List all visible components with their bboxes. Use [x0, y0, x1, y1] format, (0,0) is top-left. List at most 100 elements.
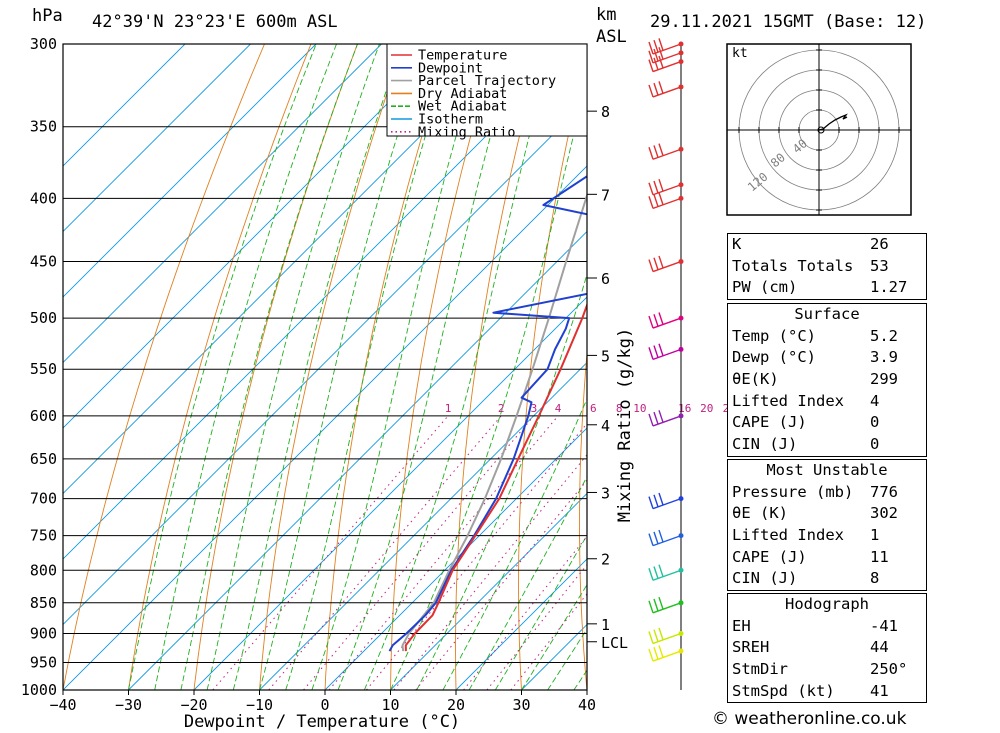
wind-barb-feather — [648, 347, 654, 360]
pressure-tick-label: 800 — [30, 561, 57, 579]
index-label: Temp (°C) — [732, 326, 816, 345]
wind-barb-feather — [658, 645, 664, 658]
hodo-row: StmSpd (kt) 41 — [728, 681, 926, 703]
km-tick-label: LCL — [601, 634, 628, 652]
wind-barb-feather — [648, 50, 654, 64]
index-label: CAPE (J) — [732, 547, 807, 566]
legend-item: Wet Adiabat — [391, 99, 507, 115]
surface-row: CIN (J) 0 — [728, 434, 926, 456]
pressure-tick-label: 900 — [30, 624, 57, 642]
wind-barb-feather — [658, 178, 664, 192]
x-tick-label: −20 — [180, 696, 207, 714]
index-label: Pressure (mb) — [732, 482, 854, 501]
dry-adiabat-line — [324, 44, 451, 690]
wind-barb-staff — [652, 534, 682, 547]
legend-label: Dry Adiabat — [418, 86, 507, 102]
isotherm-line — [63, 44, 448, 429]
index-value: 0 — [870, 413, 880, 432]
index-value: 0 — [870, 435, 880, 454]
km-tick-label: 8 — [601, 103, 610, 121]
wind-barb — [648, 81, 684, 98]
mixing-ratio-label: 6 — [590, 402, 597, 415]
index-value: 776 — [870, 482, 898, 501]
datetime-title: 29.11.2021 15GMT (Base: 12) — [650, 12, 926, 32]
wet-adiabat-line — [363, 44, 555, 690]
mixing-ratio-label: 10 — [633, 402, 646, 415]
wind-barb-feather — [658, 596, 664, 610]
wind-barb-feather — [653, 314, 659, 327]
isotherm-line — [259, 361, 587, 690]
index-label: K — [732, 235, 742, 253]
wind-barb-feather — [648, 315, 654, 329]
isotherm-line — [390, 492, 587, 690]
wind-barb-feather — [648, 648, 654, 662]
wind-barb-staff — [652, 415, 682, 427]
dry-adiabat-line — [455, 44, 544, 690]
wind-barb-staff — [652, 569, 682, 581]
pressure-tick-label: 300 — [30, 35, 57, 53]
mu-row: θE (K) 302 — [728, 503, 926, 525]
wet-adiabat-line — [311, 44, 484, 690]
legend-item: Parcel Trajectory — [391, 73, 556, 89]
index-label: θE(K) — [732, 370, 779, 389]
wind-barb-feather — [653, 180, 659, 194]
temperature-line — [404, 302, 587, 652]
copyright-text: © weatheronline.co.uk — [712, 709, 907, 729]
wind-barb-feather — [648, 413, 654, 427]
pressure-tick-label: 350 — [30, 118, 57, 136]
wind-barb-feather — [653, 194, 659, 207]
isotherm-line — [63, 99, 587, 626]
wind-barb-feather — [658, 564, 664, 577]
index-label: Lifted Index — [732, 391, 844, 410]
km-tick-label: 4 — [601, 417, 610, 435]
wind-barb-feather — [648, 41, 654, 55]
isotherm-line — [455, 558, 587, 690]
wind-barb-feather — [658, 255, 664, 269]
pressure-tick-label: 650 — [30, 450, 57, 468]
wind-barb-feather — [658, 55, 664, 69]
wind-barb — [648, 255, 684, 273]
wind-barb-feather — [658, 343, 664, 356]
wind-barb — [648, 596, 684, 614]
mixing-ratio-label: 20 — [700, 402, 713, 415]
wind-barb-staff — [652, 317, 682, 329]
km-tick-label: 7 — [601, 186, 610, 204]
mixing-ratio-label: 16 — [678, 402, 691, 415]
dewpoint-line — [388, 175, 587, 652]
index-label: Totals Totals — [732, 256, 854, 275]
index-value: 8 — [870, 569, 880, 588]
legend-item: Dry Adiabat — [391, 86, 507, 102]
wind-barb-feather — [653, 598, 659, 612]
index-label: CIN (J) — [732, 569, 798, 588]
wet-adiabat-line — [390, 79, 587, 690]
asl-unit-label: ASL — [596, 27, 627, 47]
index-value: 11 — [870, 547, 889, 566]
wind-barb-feather — [658, 38, 664, 51]
dry-adiabat-line — [958, 44, 1000, 690]
wet-adiabat-line — [232, 44, 403, 690]
surface-title: Surface — [794, 305, 860, 323]
pressure-tick-label: 500 — [30, 309, 57, 327]
wind-barb — [648, 529, 684, 547]
surface-row: Temp (°C) 5.2 — [728, 326, 926, 348]
wind-barb-feather — [648, 568, 654, 581]
dry-adiabat-line — [639, 44, 683, 690]
index-label: PW (cm) — [732, 278, 798, 297]
legend-label: Isotherm — [418, 112, 483, 128]
km-tick-label: 1 — [601, 616, 610, 634]
wind-barb-feather — [648, 59, 654, 72]
isotherm-line — [63, 44, 251, 233]
temperature-axis: −40 −30 −20 −10 0 10 20 30 40 — [49, 690, 596, 714]
index-value: 1 — [870, 526, 880, 545]
wind-barb-feather — [648, 259, 654, 272]
index-row-k: K 26 — [728, 234, 926, 256]
index-label: StmDir — [732, 660, 788, 679]
dry-adiabat-line — [128, 44, 312, 690]
wind-barb-feather — [658, 627, 664, 641]
wind-barb-feather — [648, 84, 654, 98]
wind-barb-feather — [658, 81, 664, 94]
mixing-ratio-labels: 12346810162025 — [445, 402, 736, 415]
index-value: 53 — [870, 256, 889, 275]
